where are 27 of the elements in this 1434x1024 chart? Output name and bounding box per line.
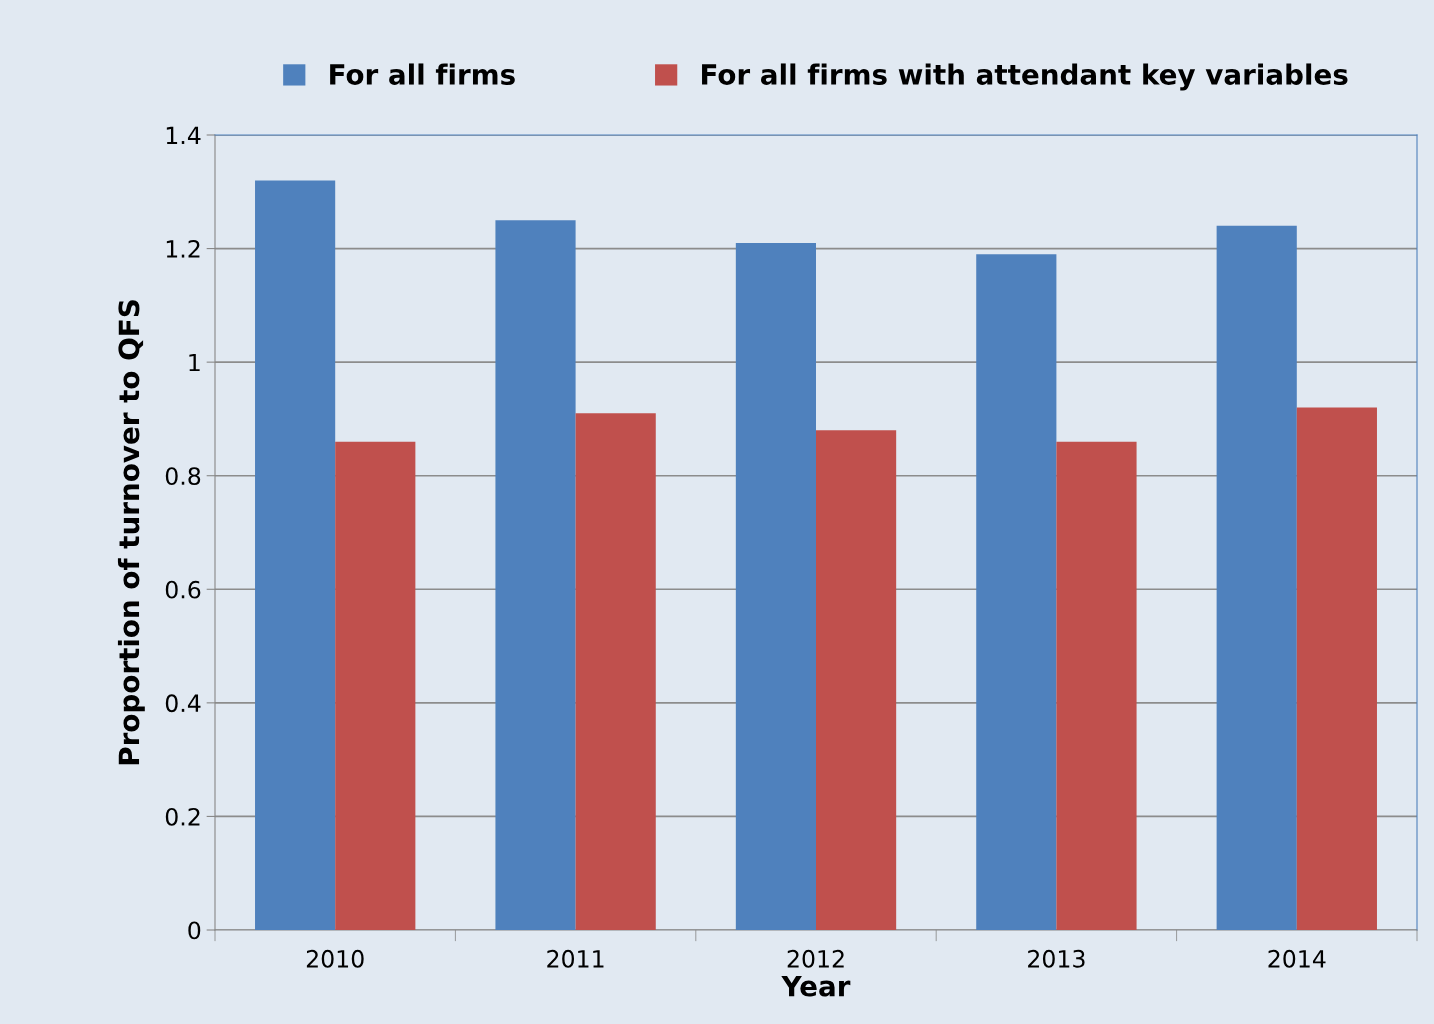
bar — [735, 242, 816, 930]
bar — [1296, 407, 1377, 930]
y-tick-label: 0.8 — [165, 467, 201, 486]
legend-label: For all firms — [330, 63, 515, 85]
x-tick-label: 2014 — [1268, 949, 1326, 968]
y-axis-title: Proportion of turnover to QFS — [117, 300, 145, 765]
y-tick-label: 1 — [189, 353, 200, 372]
y-tick-label: 0.6 — [165, 580, 201, 599]
bar — [816, 430, 897, 930]
x-tick-label: 2010 — [306, 949, 364, 968]
y-tick-label: 0 — [188, 921, 201, 940]
bar — [255, 180, 336, 930]
x-tick-label: 2013 — [1028, 949, 1085, 968]
y-tick-label: 1.4 — [166, 126, 201, 144]
y-tick-label: 1.2 — [166, 240, 200, 258]
x-axis-title: Year — [781, 975, 851, 997]
bar — [1216, 225, 1297, 930]
bar — [575, 413, 656, 930]
legend-label: For all firms with attendant key variables — [702, 63, 1348, 91]
bar — [495, 220, 576, 930]
x-tick-label: 2011 — [547, 949, 604, 968]
y-tick-label: 0.2 — [165, 807, 200, 826]
bar — [1056, 441, 1137, 930]
bar — [976, 254, 1057, 930]
y-tick-label: 0.4 — [165, 694, 201, 713]
bar — [335, 441, 416, 930]
x-tick-label: 2012 — [787, 949, 844, 968]
